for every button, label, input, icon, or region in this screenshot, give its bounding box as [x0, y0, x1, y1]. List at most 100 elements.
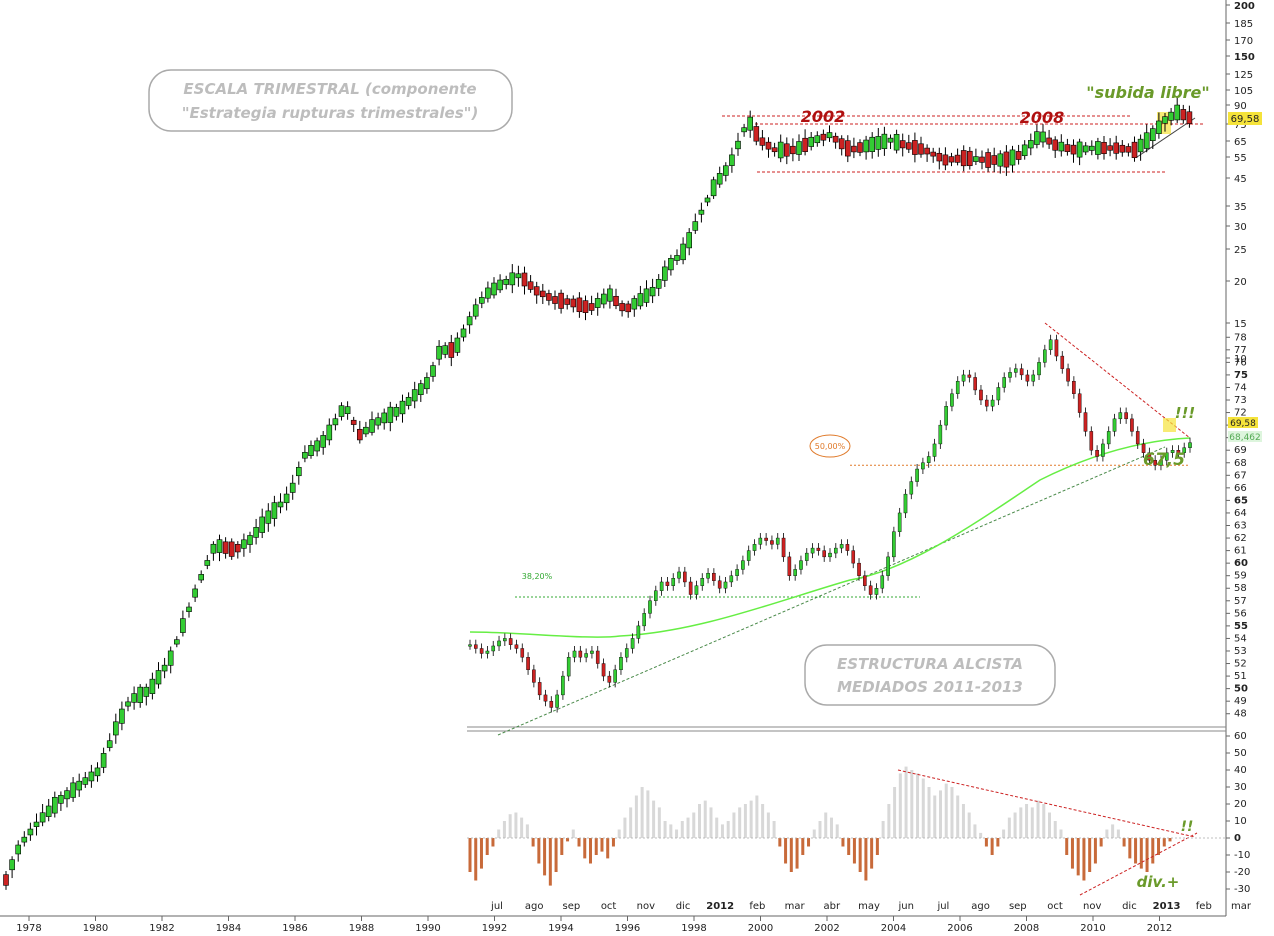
o-bar — [1048, 812, 1052, 838]
q-candle-body — [1046, 137, 1052, 145]
d-candle-body — [1037, 362, 1041, 376]
o-bar — [829, 817, 833, 838]
q-candle-body — [1186, 111, 1193, 124]
q-candle-body — [161, 664, 168, 672]
d-x-tick-label: dic — [1122, 901, 1137, 912]
o-bar — [468, 838, 472, 872]
d-candle-body — [741, 560, 745, 570]
d-y-tick-label: 57 — [1234, 596, 1247, 607]
d-candle-body — [1054, 339, 1059, 357]
o-bar — [686, 817, 690, 838]
q-candle-body — [905, 142, 912, 150]
q-x-tick-label: 1988 — [349, 923, 374, 934]
o-bar — [594, 838, 598, 855]
o-bar — [743, 804, 747, 838]
d-candle-body — [1083, 412, 1088, 432]
o-bar — [795, 838, 799, 869]
label-div-plus: div.+ — [1137, 873, 1180, 891]
q-candle-body — [497, 279, 503, 291]
o-bar — [1134, 838, 1138, 864]
d-candle-body — [485, 650, 490, 654]
o-bar — [927, 787, 931, 838]
o-bar — [1151, 838, 1155, 864]
q-candle-body — [259, 516, 266, 533]
q-y-tick-label: 25 — [1234, 245, 1247, 256]
d-candle-body — [1188, 442, 1192, 448]
o-bar — [1025, 804, 1029, 838]
d-candle-body — [752, 544, 757, 551]
q-candle-body — [826, 132, 833, 139]
d-candle-body — [1060, 355, 1065, 369]
o-bar — [720, 824, 724, 838]
q-candle-body — [1174, 104, 1180, 121]
d-y-tick-label: 75 — [1234, 370, 1248, 381]
d-y-tick-label: 50 — [1234, 684, 1248, 695]
d-candle-body — [921, 462, 925, 470]
d-candle-body — [1141, 443, 1146, 453]
d-y-tick-label: 55 — [1234, 621, 1248, 632]
o-bar — [1053, 821, 1057, 838]
d-candle-body — [758, 537, 763, 545]
o-bar — [1162, 838, 1166, 847]
q-candle-body — [588, 303, 595, 311]
d-candle-body — [1014, 368, 1018, 373]
q-candle-body — [930, 151, 937, 157]
label-2008: 2008 — [1020, 108, 1065, 127]
d-candle-body — [834, 547, 838, 554]
daily-note-line1: ESTRUCTURA ALCISTA — [837, 655, 1023, 673]
d-candle-body — [950, 393, 954, 407]
ma-value-tag-text: 68,462 — [1229, 433, 1261, 443]
d-candle-body — [1043, 349, 1047, 363]
o-y-tick-label: 20 — [1234, 799, 1247, 810]
d-y-tick-label: 51 — [1234, 671, 1247, 682]
oscillator-trendlines — [897, 769, 1198, 896]
q-candle-body — [424, 377, 430, 390]
q-candle-body — [235, 544, 241, 553]
o-bar — [898, 773, 902, 838]
d-x-tick-label: abr — [824, 901, 841, 912]
q-candle-body — [960, 150, 967, 167]
q-candle-body — [466, 316, 473, 326]
d-x-tick-label: jul — [936, 901, 949, 912]
q-candle-body — [1021, 144, 1028, 157]
d-y-tick-label: 63 — [1234, 521, 1247, 532]
q-candle-body — [1076, 141, 1083, 158]
o-bar — [1105, 829, 1109, 838]
q-candle-body — [1040, 131, 1046, 143]
q-candle-body — [777, 141, 784, 159]
d-candle-body — [1025, 374, 1030, 382]
d-candle-body — [729, 575, 734, 583]
q-y-tick-label: 20 — [1234, 277, 1247, 288]
q-candle-body — [106, 740, 113, 748]
q-candle-body — [417, 383, 424, 396]
quarterly-price-tag-text: 69,58 — [1231, 114, 1260, 125]
d-x-tick-label: may — [858, 901, 880, 912]
d-x-tick-label: ago — [971, 901, 990, 912]
o-bar — [1082, 838, 1086, 881]
d-candle-body — [1048, 339, 1053, 351]
q-candle-body — [686, 232, 693, 249]
d-x-tick-label: jun — [897, 901, 913, 912]
o-bar — [973, 824, 977, 838]
q-candle-body — [814, 135, 821, 144]
o-bar — [657, 807, 661, 838]
d-candle-body — [491, 645, 496, 652]
label-exclamation: !!! — [1175, 404, 1196, 422]
o-bar — [474, 838, 478, 881]
q-candle-body — [533, 286, 540, 296]
d-candle-body — [1135, 431, 1140, 445]
q-candle-body — [442, 345, 449, 355]
d-candle-body — [775, 537, 780, 545]
o-bar — [709, 807, 713, 838]
q-candle-body — [369, 419, 375, 433]
quarterly-price-tag — [1228, 112, 1262, 125]
o-bar — [864, 838, 868, 881]
q-candle-body — [808, 136, 815, 147]
d-candle-body — [909, 481, 914, 495]
q-candle-body — [15, 844, 21, 855]
d-candle-body — [683, 571, 687, 583]
o-bar — [485, 838, 489, 855]
label-osc-exclamation: !! — [1181, 819, 1194, 835]
d-candle-body — [636, 625, 641, 639]
q-candle-body — [503, 279, 510, 285]
